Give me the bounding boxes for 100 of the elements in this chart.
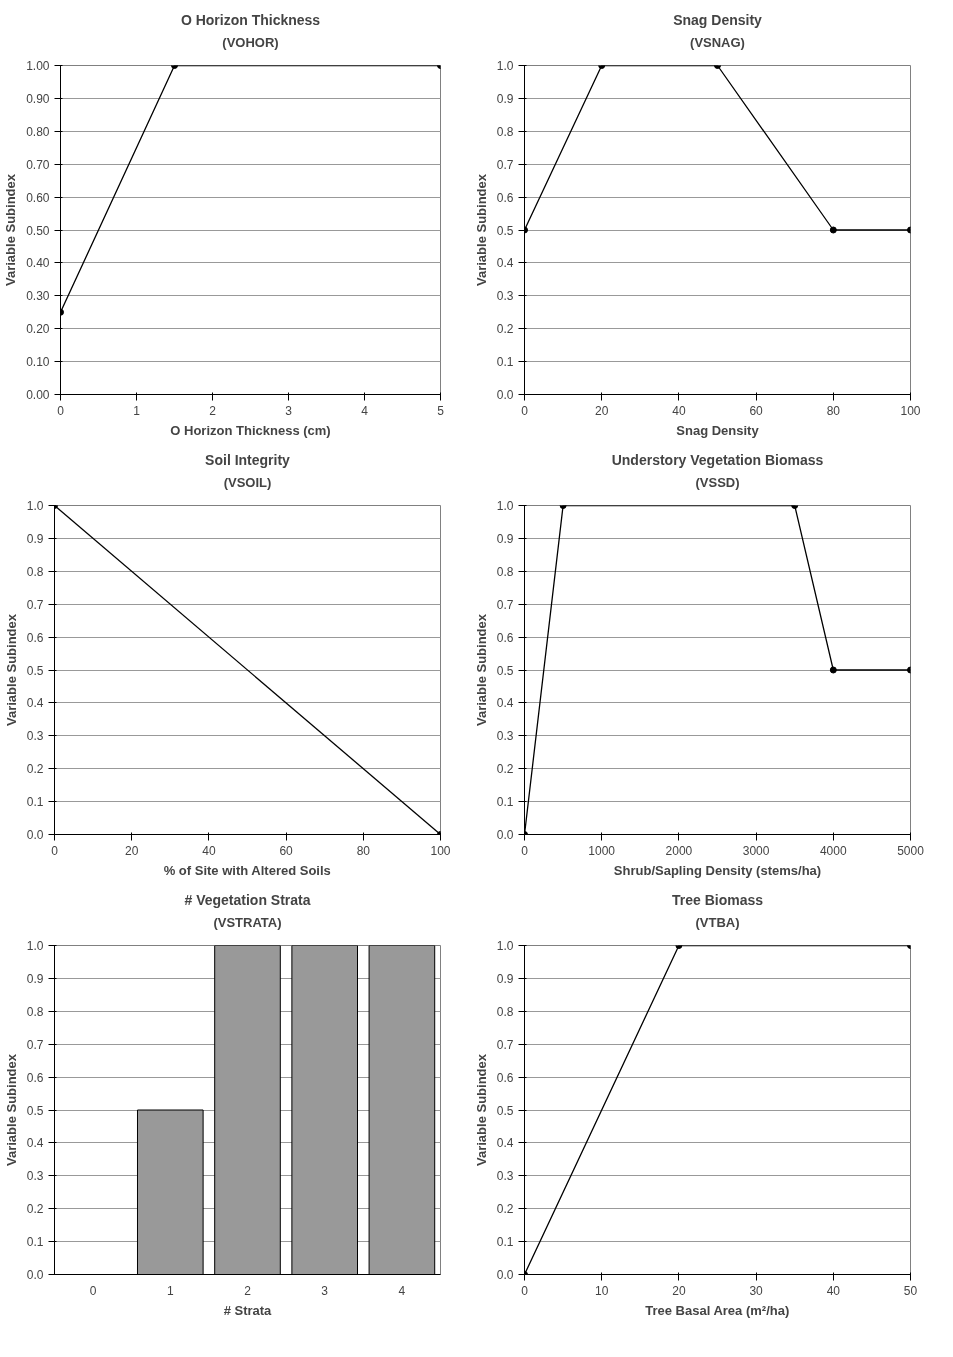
y-tick-label: 0.7 xyxy=(26,597,44,612)
x-axis-title: Snag Density xyxy=(676,422,760,438)
y-tick-label: 0.7 xyxy=(496,1037,514,1052)
y-tick-label: 0.1 xyxy=(26,795,44,810)
y-tick-label: 0.2 xyxy=(496,1202,514,1217)
y-tick-label: 0.8 xyxy=(26,564,44,579)
y-axis-title: Variable Subindex xyxy=(3,173,19,286)
y-tick-label: 0.2 xyxy=(26,1202,44,1217)
y-tick-label: 0.1 xyxy=(496,355,514,370)
y-tick-label: 0.8 xyxy=(496,124,514,139)
y-tick-label: 0.2 xyxy=(496,762,514,777)
chart-title: Tree Biomass xyxy=(671,891,764,908)
x-tick-label: 10 xyxy=(595,1283,609,1298)
x-tick-label: 80 xyxy=(356,843,371,858)
y-axis-title: Variable Subindex xyxy=(473,1053,489,1166)
y-tick-label: 0.90 xyxy=(26,91,50,106)
y-axis-title: Variable Subindex xyxy=(3,1053,19,1166)
x-tick-label: 60 xyxy=(749,403,764,418)
x-tick-label: 20 xyxy=(595,403,609,418)
x-tick-label: 80 xyxy=(826,403,841,418)
x-tick-label: 2 xyxy=(244,1283,252,1298)
x-tick-label: 20 xyxy=(125,843,139,858)
y-tick-label: 0.8 xyxy=(496,564,514,579)
y-tick-label: 0.3 xyxy=(26,729,44,744)
x-tick-label: 3 xyxy=(285,403,293,418)
x-axis-title: O Horizon Thickness (cm) xyxy=(170,422,331,438)
y-tick-label: 0.5 xyxy=(26,1103,44,1118)
y-tick-label: 1.0 xyxy=(496,939,514,953)
y-tick-label: 0.4 xyxy=(496,256,514,271)
y-tick-label: 0.9 xyxy=(26,531,44,546)
x-tick-label: 40 xyxy=(672,403,686,418)
y-tick-label: 0.9 xyxy=(496,531,514,546)
x-tick-label: 20 xyxy=(672,1283,686,1298)
x-tick-label: 0 xyxy=(89,1283,97,1298)
y-axis-title: Variable Subindex xyxy=(3,613,19,726)
x-tick-label: 4000 xyxy=(819,843,847,858)
y-tick-label: 0.3 xyxy=(496,1169,514,1184)
x-tick-label: 0 xyxy=(51,843,59,858)
y-tick-label: 1.0 xyxy=(26,499,44,513)
x-tick-label: 2 xyxy=(209,403,217,418)
y-tick-label: 0.10 xyxy=(26,355,50,370)
y-axis-title: Variable Subindex xyxy=(473,173,489,286)
x-tick-label: 0 xyxy=(521,403,529,418)
y-tick-label: 0.70 xyxy=(26,157,50,172)
x-tick-label: 5000 xyxy=(897,843,925,858)
x-tick-label: 100 xyxy=(430,843,451,858)
y-tick-label: 0.9 xyxy=(496,91,514,106)
chart-subtitle: (VSTRATA) xyxy=(213,914,282,930)
y-tick-label: 0.9 xyxy=(26,971,44,986)
y-tick-label: 0.3 xyxy=(26,1169,44,1184)
y-tick-label: 0.4 xyxy=(26,696,44,711)
x-tick-label: 0 xyxy=(521,1283,529,1298)
x-tick-label: 3000 xyxy=(742,843,770,858)
y-tick-label: 0.0 xyxy=(496,1268,514,1282)
y-tick-label: 0.0 xyxy=(26,828,44,842)
x-tick-label: 2000 xyxy=(665,843,693,858)
x-tick-label: 50 xyxy=(903,1283,918,1298)
x-tick-label: 40 xyxy=(826,1283,841,1298)
y-tick-label: 1.0 xyxy=(26,939,44,953)
x-axis-title: Tree Basal Area (m²/ha) xyxy=(645,1302,790,1318)
y-tick-label: 1.0 xyxy=(496,499,514,513)
y-tick-label: 0.5 xyxy=(496,663,514,678)
y-tick-label: 0.1 xyxy=(496,1235,514,1250)
y-tick-label: 0.1 xyxy=(26,1235,44,1250)
y-tick-label: 0.7 xyxy=(496,157,514,172)
chart-title: # Vegetation Strata xyxy=(184,891,311,908)
x-axis-title: % of Site with Altered Soils xyxy=(163,862,331,878)
y-tick-label: 0.3 xyxy=(496,729,514,744)
y-tick-label: 0.60 xyxy=(26,190,50,205)
y-tick-label: 0.00 xyxy=(26,388,50,402)
y-axis-title: Variable Subindex xyxy=(473,613,489,726)
y-tick-label: 0.40 xyxy=(26,256,50,271)
y-tick-label: 0.8 xyxy=(496,1004,514,1019)
y-tick-label: 0.7 xyxy=(26,1037,44,1052)
x-tick-label: 5 xyxy=(437,403,445,418)
x-tick-label: 1 xyxy=(166,1283,174,1298)
x-tick-label: 0 xyxy=(521,843,529,858)
y-tick-label: 0.5 xyxy=(496,1103,514,1118)
y-tick-label: 0.4 xyxy=(26,1136,44,1151)
y-tick-label: 0.6 xyxy=(496,1070,514,1085)
chart-title: Snag Density xyxy=(673,11,763,28)
chart-subtitle: (VTBA) xyxy=(695,914,740,930)
x-tick-label: 1000 xyxy=(588,843,616,858)
y-tick-label: 0.5 xyxy=(26,663,44,678)
x-tick-label: 1 xyxy=(133,403,141,418)
y-tick-label: 0.0 xyxy=(496,828,514,842)
x-tick-label: 4 xyxy=(361,403,369,418)
y-tick-label: 0.50 xyxy=(26,223,50,238)
y-tick-label: 0.3 xyxy=(496,289,514,304)
y-tick-label: 0.30 xyxy=(26,289,50,304)
y-tick-label: 0.1 xyxy=(496,795,514,810)
y-tick-label: 1.0 xyxy=(496,59,514,73)
chart-subtitle: (VSNAG) xyxy=(690,34,745,50)
y-tick-label: 0.4 xyxy=(496,696,514,711)
x-tick-label: 60 xyxy=(279,843,294,858)
y-tick-label: 0.6 xyxy=(26,1070,44,1085)
x-axis-title: Shrub/Sapling Density (stems/ha) xyxy=(613,862,822,878)
y-tick-label: 0.7 xyxy=(496,597,514,612)
chart-title: Understory Vegetation Biomass xyxy=(611,451,824,468)
y-tick-label: 0.2 xyxy=(496,322,514,337)
